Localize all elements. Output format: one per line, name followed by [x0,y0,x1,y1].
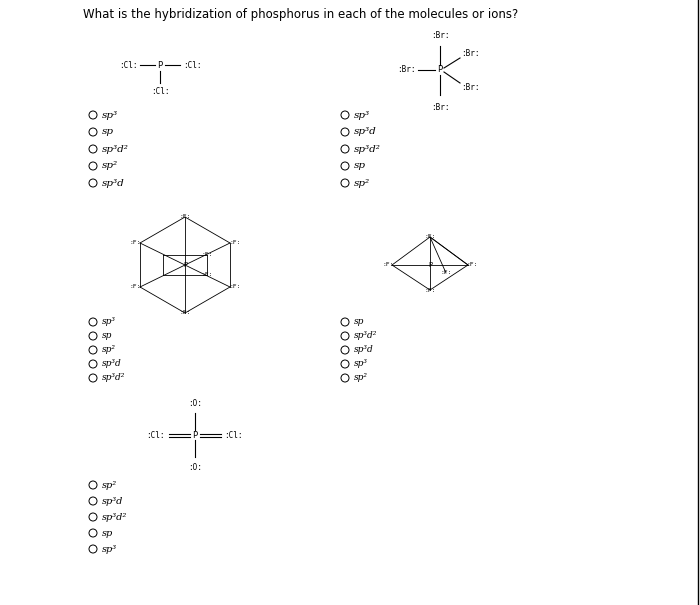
Text: :F:: :F: [130,284,141,290]
Text: sp²: sp² [354,178,370,188]
Text: :F:: :F: [179,215,190,220]
Text: sp²: sp² [102,480,117,489]
Text: P: P [158,60,162,70]
Text: sp³: sp³ [102,111,118,120]
Text: sp: sp [102,332,113,341]
Text: :Cl:: :Cl: [183,60,202,70]
Text: :Cl:: :Cl: [146,431,164,439]
Text: sp³d²: sp³d² [102,373,125,382]
Text: :Br:: :Br: [430,102,449,111]
Text: sp: sp [102,128,114,137]
Text: P: P [438,65,442,74]
Text: :O:: :O: [188,462,202,471]
Text: sp³: sp³ [354,111,370,120]
Text: sp³d²: sp³d² [354,145,381,154]
Text: P: P [193,431,197,439]
Text: :F:: :F: [230,284,241,290]
Text: sp³d: sp³d [354,128,377,137]
Text: sp³d: sp³d [102,178,125,188]
Text: :F:: :F: [202,252,213,258]
Text: :F:: :F: [440,270,452,275]
Text: sp²: sp² [102,345,116,355]
Text: sp³d: sp³d [102,359,122,368]
Text: :F:: :F: [202,272,213,278]
Text: :Br:: :Br: [430,30,449,39]
Text: What is the hybridization of phosphorus in each of the molecules or ions?: What is the hybridization of phosphorus … [83,8,518,21]
Text: :F:: :F: [179,310,190,315]
Text: sp³: sp³ [102,318,116,327]
Text: :F:: :F: [466,263,477,267]
Text: P: P [428,262,432,268]
Text: sp²: sp² [102,162,118,171]
Text: sp³d: sp³d [354,345,374,355]
Text: :F:: :F: [424,235,435,240]
Text: sp³: sp³ [102,544,117,554]
Text: sp: sp [354,162,366,171]
Text: :Br:: :Br: [461,83,480,93]
Text: :Cl:: :Cl: [150,87,169,96]
Text: :F:: :F: [230,241,241,246]
Text: :Cl:: :Cl: [224,431,242,439]
Text: sp: sp [354,318,365,327]
Text: sp²: sp² [354,373,368,382]
Text: :Br:: :Br: [461,48,480,57]
Text: :F:: :F: [424,287,435,292]
Text: :O:: :O: [188,399,202,408]
Text: sp³d²: sp³d² [102,512,127,522]
Text: sp³: sp³ [354,359,368,368]
Text: :F:: :F: [382,263,393,267]
Text: P: P [183,262,187,268]
Text: sp³d²: sp³d² [354,332,377,341]
Text: sp³d²: sp³d² [102,145,129,154]
Text: :Br:: :Br: [397,65,415,74]
Text: :Cl:: :Cl: [119,60,137,70]
Text: sp³d: sp³d [102,497,123,506]
Text: sp: sp [102,529,113,537]
Text: :F:: :F: [130,241,141,246]
